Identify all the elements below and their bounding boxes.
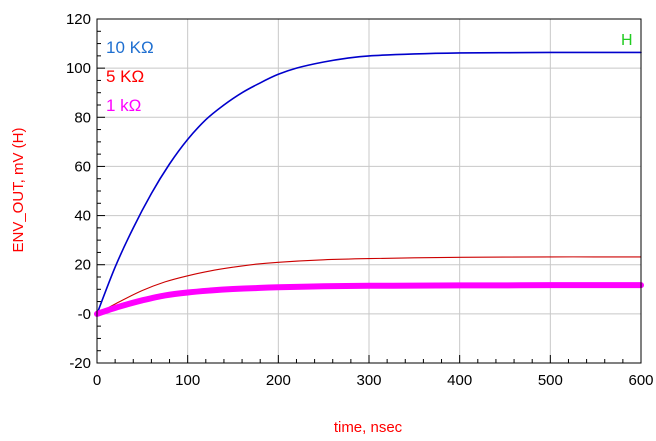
x-tick-label: 600 [628,372,653,389]
legend-entry-2: 5 KΩ [106,67,144,86]
x-tick-label: 0 [93,372,101,389]
y-tick-label: -20 [69,355,91,372]
y-tick-labels: -20 -0 20 40 60 80 100 120 [66,11,91,372]
legend-entry-1: 10 KΩ [106,38,154,57]
series-line-1 [96,51,642,315]
x-tick-label: 300 [356,372,381,389]
x-tick-labels: 0 100 200 300 400 500 600 [93,372,654,389]
x-tick-label: 500 [538,372,563,389]
y-tick-label: 100 [66,60,91,77]
y-tick-label: -0 [78,306,91,323]
grid-lines [97,19,641,363]
x-tick-label: 400 [447,372,472,389]
y-tick-label: 40 [74,208,91,225]
marker-label-h: H [621,32,633,49]
y-tick-label: 80 [74,109,91,126]
series-line-2 [96,256,642,315]
legend-entry-3: 1 kΩ [106,96,141,115]
legend: 10 KΩ 5 KΩ 1 kΩ [106,38,154,115]
y-tick-label: 120 [66,11,91,28]
series-line-3 [94,282,644,317]
y-tick-label: 20 [74,257,91,274]
x-axis-title: time, nsec [334,419,403,436]
plot-frame [96,18,642,364]
y-axis-title: ENV_OUT, mV (H) [10,127,27,252]
series-layer [94,51,644,317]
x-tick-label: 100 [175,372,200,389]
y-tick-label: 60 [74,158,91,175]
x-tick-label: 200 [266,372,291,389]
